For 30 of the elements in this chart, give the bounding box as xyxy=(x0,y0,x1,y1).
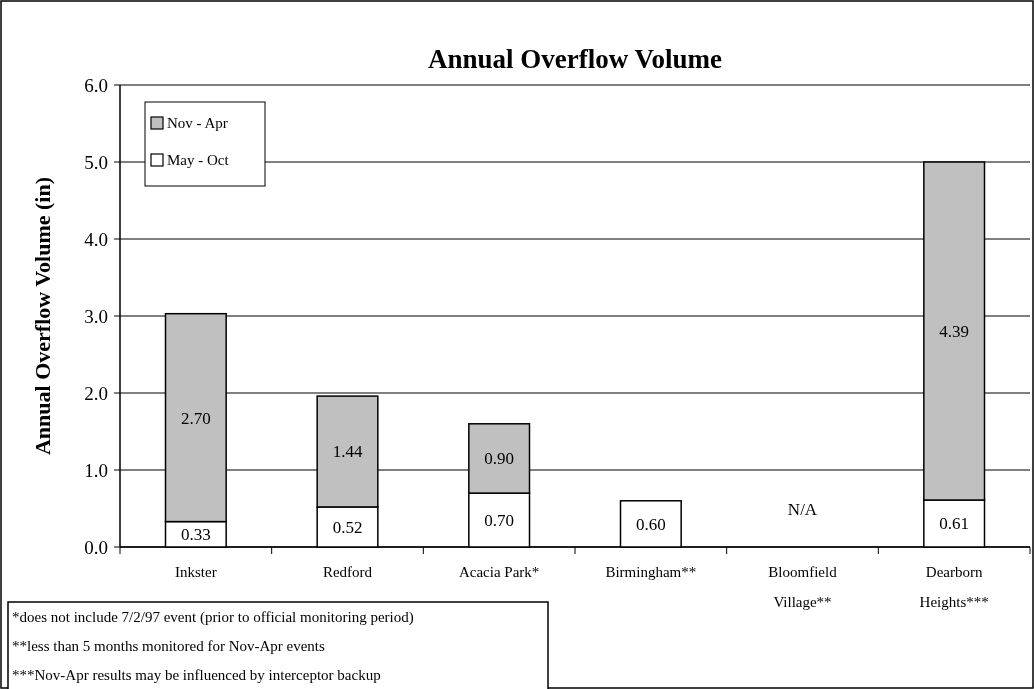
data-label: 0.70 xyxy=(484,511,515,530)
x-tick-label: Bloomfield Village** xyxy=(768,564,838,610)
data-label: 0.33 xyxy=(180,525,211,545)
y-tick-label: 2.0 xyxy=(84,382,108,404)
data-label: 0.60 xyxy=(635,514,666,534)
legend-label: May - Oct xyxy=(167,152,230,169)
text: *does not include 7/2/97 event (prior to official monitoring period) xyxy=(12,609,414,627)
y-tick-label: 6.0 xyxy=(84,74,108,96)
data-label: 0.90 xyxy=(484,449,515,469)
text: N/A xyxy=(787,499,818,519)
chart-title: Annual Overflow Volume xyxy=(427,44,723,74)
text: ***Nov-Apr results may be influenced by interceptor backup xyxy=(12,667,381,684)
y-axis-title: Annual Overflow Volume (in) xyxy=(30,176,55,456)
y-tick-label: 5.0 xyxy=(84,151,108,173)
data-label: 0.61 xyxy=(939,514,970,534)
x-tick-label: Dearborn Heights*** xyxy=(919,564,989,610)
x-tick-label: Acacia Park* xyxy=(458,564,540,580)
y-tick-label: 1.0 xyxy=(84,459,108,481)
y-tick-label: 3.0 xyxy=(84,305,108,327)
legend-label: Nov - Apr xyxy=(167,115,228,132)
data-label: 0.52 xyxy=(332,517,363,537)
data-label: 2.70 xyxy=(180,408,211,428)
x-tick-label: Redford xyxy=(322,564,373,580)
y-tick-label: 0.0 xyxy=(84,536,108,558)
data-label: 4.39 xyxy=(939,321,970,341)
y-tick-label: 4.0 xyxy=(84,228,108,250)
x-tick-label: Birmingham** xyxy=(605,564,697,580)
x-tick-label: Inkster xyxy=(175,564,217,580)
text: **less than 5 months monitored for Nov-Apr events xyxy=(12,638,326,655)
data-label: 1.44 xyxy=(332,442,363,462)
